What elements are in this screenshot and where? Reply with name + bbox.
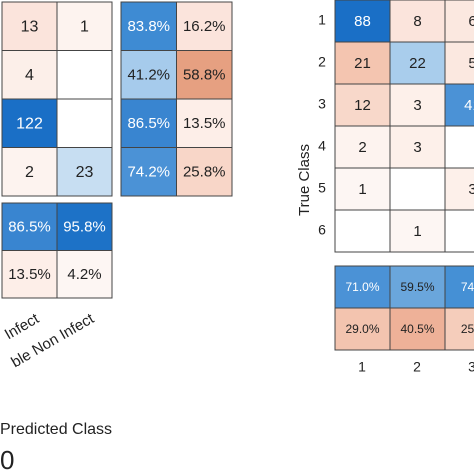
cell (56, 98, 113, 148)
cell-value: 1 (358, 181, 366, 198)
cell-value: 6 (468, 13, 474, 30)
col-label: 2 (413, 359, 421, 375)
cell (56, 147, 113, 197)
cell-value: 71.0% (345, 280, 379, 294)
col-label: 1 (358, 359, 366, 375)
cell-value: 40.5% (400, 322, 434, 336)
cell (334, 0, 391, 43)
cell-value: 13.5% (183, 115, 226, 132)
cell (334, 209, 391, 253)
cell-value: 13 (21, 18, 39, 35)
cell-value: 1 (80, 18, 89, 35)
cell-value: 4.2% (67, 266, 101, 283)
cell (176, 147, 233, 197)
cell-value: 25.8% (183, 164, 226, 181)
cell-value: 22 (409, 55, 426, 72)
cell-value: 23 (76, 164, 94, 181)
cell-value: 59.5% (400, 280, 434, 294)
cell (389, 0, 446, 43)
cell-value: 21 (354, 55, 371, 72)
cell (56, 202, 113, 251)
cell (389, 265, 446, 309)
cell (389, 307, 446, 351)
cell (444, 167, 474, 211)
cell (1, 147, 58, 197)
cell-value: 41 (464, 97, 474, 114)
cell (1, 1, 58, 51)
cell-value: 2 (25, 164, 34, 181)
cell-value: 4 (25, 67, 34, 84)
y-label: True Class (296, 144, 313, 216)
cell-value: 25.5 (461, 322, 474, 336)
cell-value: 5 (468, 55, 474, 72)
cell (389, 167, 446, 211)
cell-value: 1 (413, 223, 421, 240)
row-label: 1 (318, 12, 326, 28)
class-label: Infect (2, 310, 43, 343)
cell-value: 86.5% (127, 115, 170, 132)
cell-value: 13.5% (8, 266, 51, 283)
cell (334, 83, 391, 127)
cell (176, 98, 233, 148)
x-label: Predicted Class (0, 421, 112, 438)
cell-value: 58.8% (183, 67, 226, 84)
cell (389, 209, 446, 253)
cell-value: 95.8% (63, 219, 106, 236)
col-label: 3 (468, 359, 474, 375)
row-label: 6 (318, 222, 326, 238)
cell (334, 167, 391, 211)
cell (444, 209, 474, 253)
cell (56, 50, 113, 100)
cell (1, 250, 58, 299)
cell (56, 250, 113, 299)
cell-value: 74.2% (127, 164, 170, 181)
cell-value: 12 (354, 97, 371, 114)
cell (176, 1, 233, 51)
cell-value: 74.5 (461, 280, 474, 294)
cell-value: 16.2% (183, 18, 226, 35)
cell (389, 41, 446, 85)
cell-value: 122 (16, 115, 43, 132)
row-label: 4 (318, 138, 326, 154)
cell-value: 29.0% (345, 322, 379, 336)
cell-value: 3 (413, 139, 421, 156)
cell-value: 88 (354, 13, 371, 30)
cell-value: 83.8% (127, 18, 170, 35)
row-label: 5 (318, 180, 326, 196)
cell-value: 86.5% (8, 219, 51, 236)
cell (444, 125, 474, 169)
cell (444, 83, 474, 127)
cell (444, 307, 474, 351)
cell (120, 147, 177, 197)
cell (444, 0, 474, 43)
row-label: 3 (318, 96, 326, 112)
cell (1, 50, 58, 100)
cell-value: 3 (468, 181, 474, 198)
cell (176, 50, 233, 100)
cell-value: 3 (413, 97, 421, 114)
cell-value: 8 (413, 13, 421, 30)
cell (444, 265, 474, 309)
cell (334, 41, 391, 85)
cell (56, 1, 113, 51)
cell-value: 41.2% (127, 67, 170, 84)
row-label: 2 (318, 54, 326, 70)
cell-value: 2 (358, 139, 366, 156)
panel-label: 0 (0, 445, 14, 474)
